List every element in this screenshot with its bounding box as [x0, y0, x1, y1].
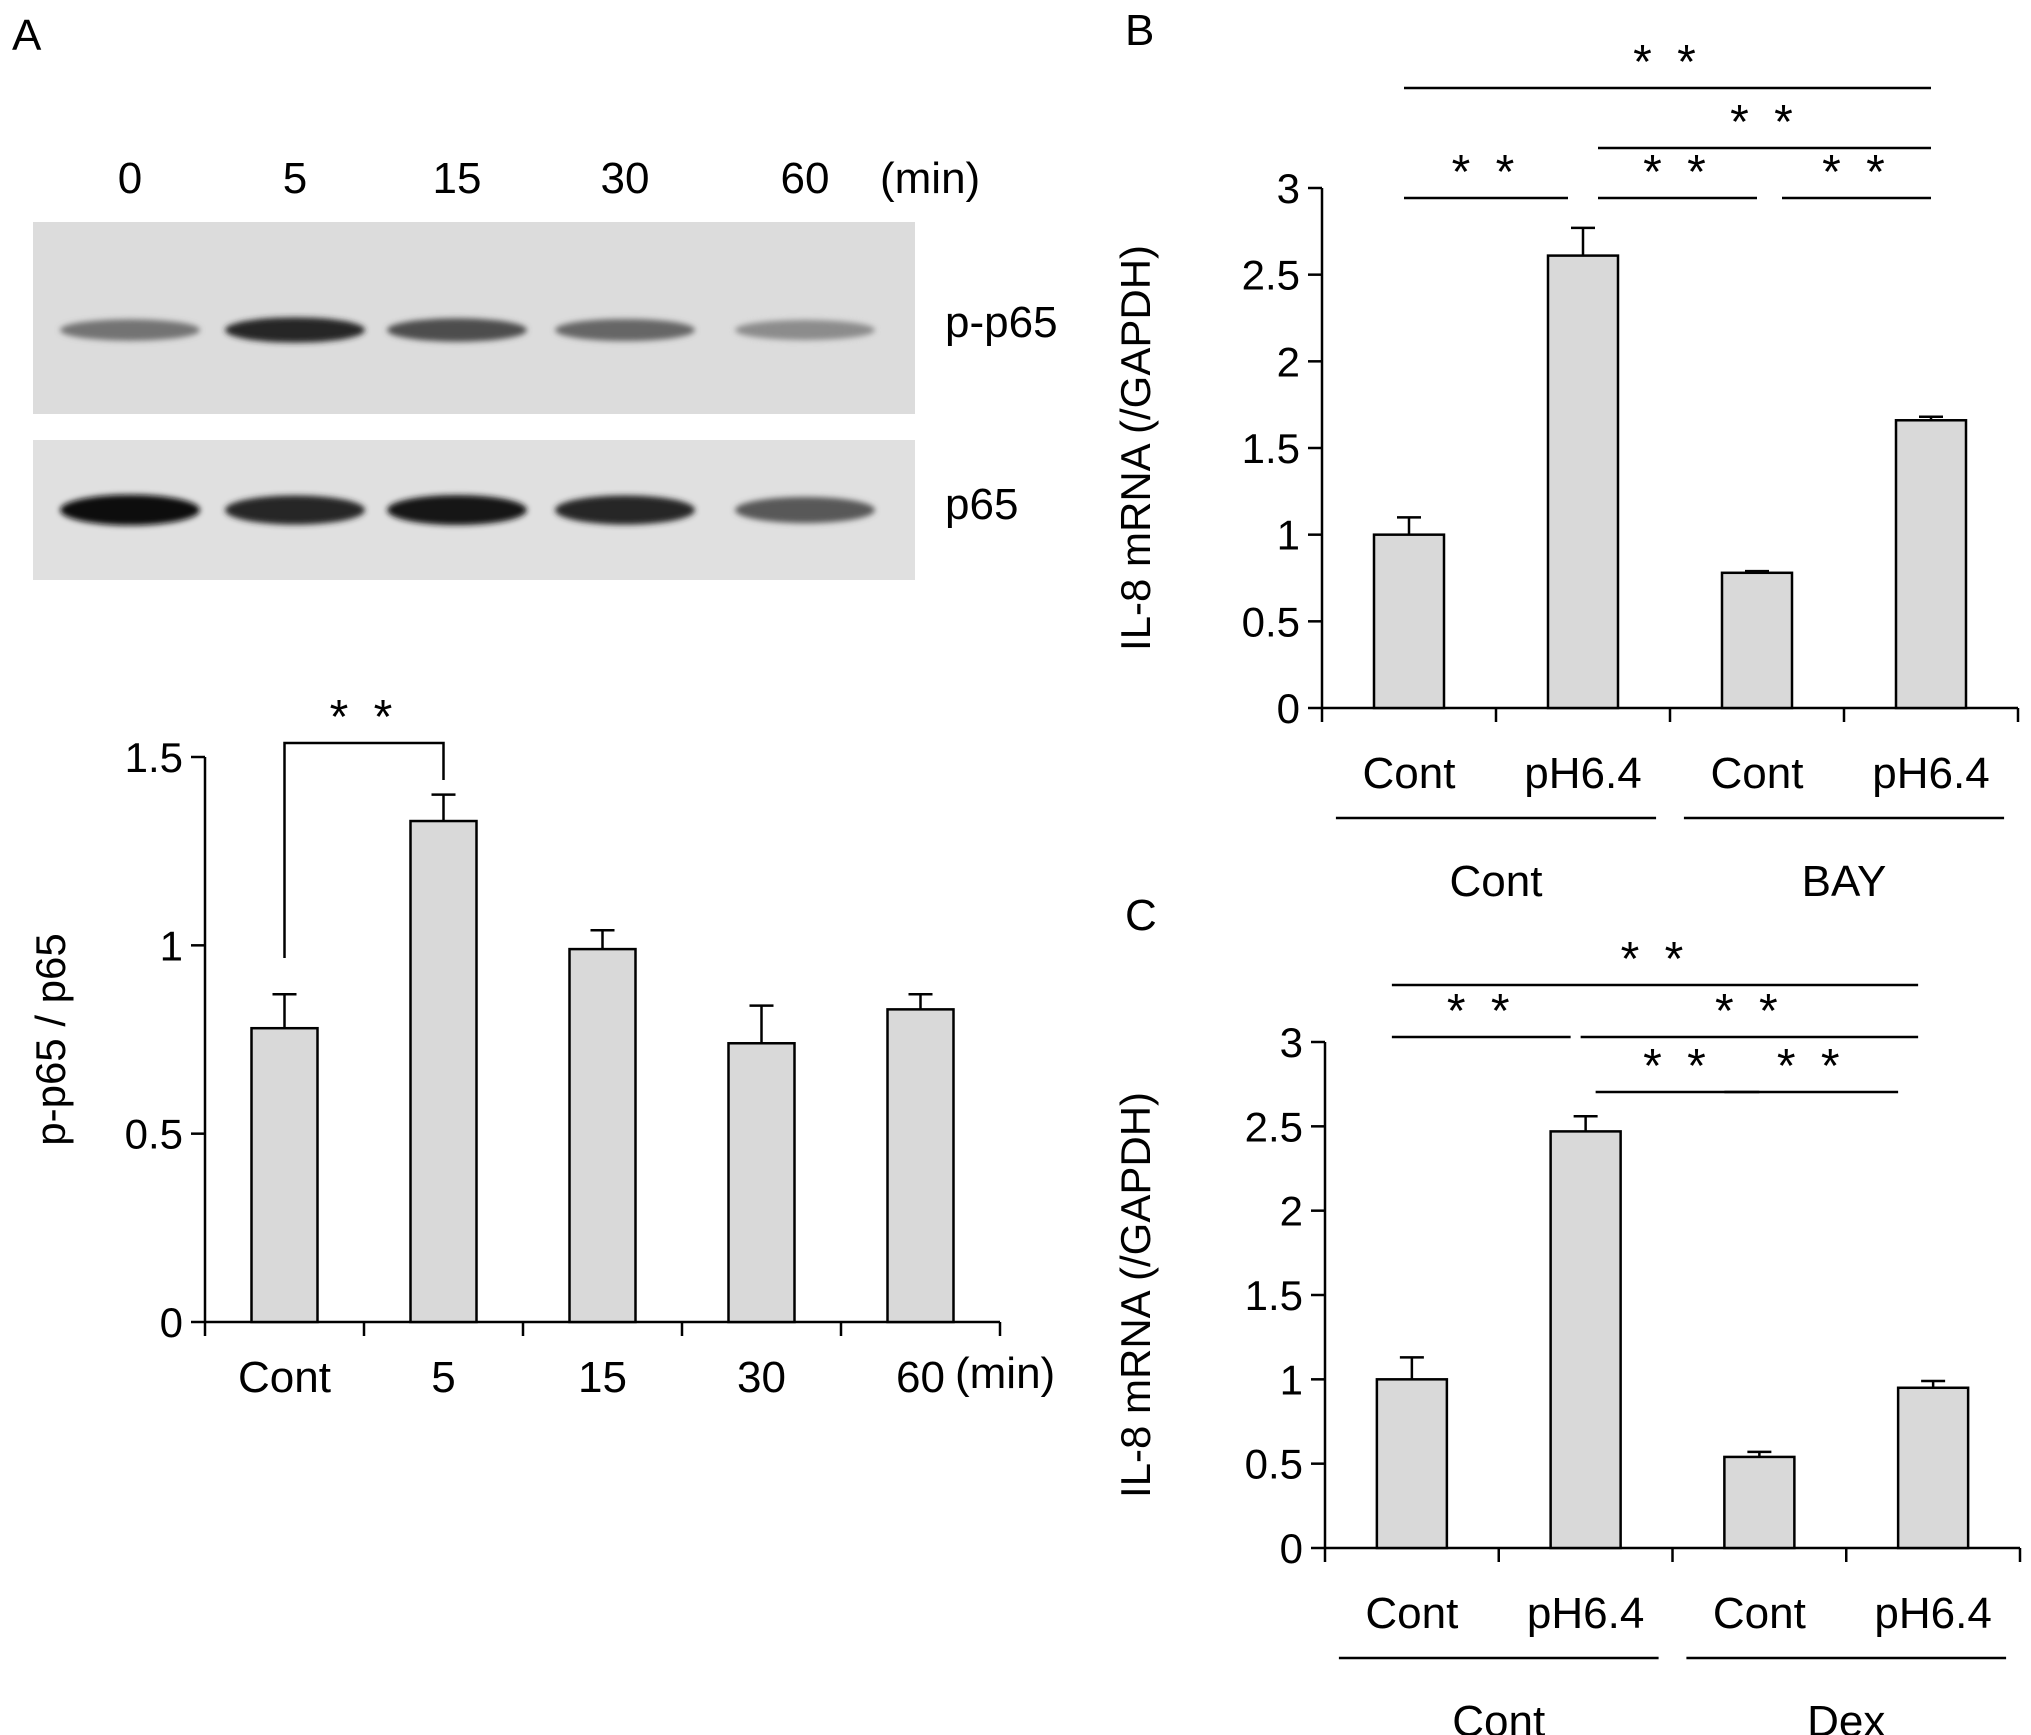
- y-tick-label: 2.5: [1242, 252, 1300, 299]
- significance-label: * *: [1633, 36, 1702, 89]
- x-unit-label: (min): [955, 1349, 1055, 1398]
- y-tick-label: 1: [1280, 1356, 1303, 1403]
- x-tick-label: Cont: [1713, 1589, 1806, 1638]
- panel-label-a: A: [12, 11, 42, 60]
- blot-band-p65: [735, 496, 875, 524]
- bar: [1894, 419, 1968, 710]
- x-tick-label: pH6.4: [1524, 749, 1641, 798]
- blot-band-p-p65: [225, 317, 365, 343]
- y-tick-label: 1.5: [125, 734, 183, 781]
- y-tick-label: 2: [1277, 338, 1300, 385]
- significance-label: * *: [1730, 96, 1799, 149]
- y-axis-title: IL-8 mRNA (/GAPDH): [1112, 1092, 1159, 1498]
- x-tick-label: Cont: [1363, 749, 1456, 798]
- y-tick-label: 1: [1277, 512, 1300, 559]
- bar: [1720, 571, 1794, 710]
- y-tick-label: 3: [1280, 1019, 1303, 1066]
- y-tick-label: 0: [1277, 685, 1300, 732]
- bar: [727, 1042, 796, 1324]
- bar: [886, 1008, 955, 1324]
- y-axis-title: IL-8 mRNA (/GAPDH): [1112, 245, 1159, 651]
- y-tick-label: 0.5: [125, 1111, 183, 1158]
- x-tick-label: Cont: [1711, 749, 1804, 798]
- chart-a: 0 0.5 1 1.5 p-p65 / p65 Cont 5 15 30 60 (min) * *: [27, 691, 1055, 1402]
- blot-time-label: 60: [781, 154, 830, 203]
- y-tick-label: 1.5: [1242, 425, 1300, 472]
- bar: [1372, 533, 1446, 710]
- blot-band-p65: [387, 495, 527, 525]
- significance-label: * *: [1643, 1040, 1712, 1093]
- significance-label: * *: [330, 691, 399, 744]
- panel-label-c: C: [1125, 891, 1157, 940]
- bar: [1723, 1455, 1796, 1550]
- group-label: BAY: [1802, 857, 1887, 906]
- significance-label: * *: [1643, 146, 1712, 199]
- blot-membrane-p-p65: [33, 222, 915, 414]
- significance-label: * *: [1822, 146, 1891, 199]
- group-label: Dex: [1807, 1697, 1885, 1735]
- y-tick-label: 2.5: [1245, 1103, 1303, 1150]
- bar: [1549, 1130, 1622, 1550]
- blot-band-p65: [60, 494, 200, 526]
- bar: [1896, 1386, 1970, 1550]
- group-label: Cont: [1452, 1697, 1545, 1735]
- chart-b: 0 0.5 1 1.5 2 2.5 3 IL-8 mRNA (/GAPDH) Cont pH6.4…: [1112, 36, 2020, 906]
- blot-time-unit: (min): [880, 154, 980, 203]
- chart-c: 0 0.5 1 1.5 2 2.5 3 IL-8 mRNA (/GAPDH) Cont pH6.4…: [1112, 933, 2022, 1735]
- blot-band-p65: [225, 495, 365, 525]
- y-tick-label: 3: [1277, 165, 1300, 212]
- y-axis-title: p-p65 / p65: [27, 933, 74, 1146]
- x-tick-label: Cont: [238, 1353, 331, 1402]
- bar: [568, 947, 637, 1324]
- x-tick-label: 5: [431, 1353, 455, 1402]
- y-tick-label: 0.5: [1245, 1441, 1303, 1488]
- significance-label: * *: [1777, 1040, 1846, 1093]
- y-tick-label: 2: [1280, 1188, 1303, 1235]
- blot-band-p-p65: [387, 318, 527, 342]
- significance-bracket: [283, 741, 445, 958]
- significance-label: * *: [1452, 146, 1521, 199]
- x-tick-label: pH6.4: [1527, 1589, 1644, 1638]
- y-tick-label: 0: [1280, 1525, 1303, 1572]
- y-tick-label: 0: [160, 1299, 183, 1346]
- y-tick-label: 0.5: [1242, 598, 1300, 645]
- x-tick-label: Cont: [1365, 1589, 1458, 1638]
- blot-band-p-p65: [735, 319, 875, 341]
- x-tick-label: 60: [896, 1353, 945, 1402]
- x-tick-label: 15: [578, 1353, 627, 1402]
- blot-time-labels: 0 5 15 30 60: [118, 154, 830, 203]
- significance-label: * *: [1621, 933, 1690, 986]
- blot-band-p-p65: [60, 319, 200, 341]
- y-tick-label: 1: [160, 922, 183, 969]
- blot-band-p-p65: [555, 318, 695, 342]
- panel-label-b: B: [1125, 6, 1154, 55]
- blot-time-label: 5: [283, 154, 307, 203]
- blot-bands: [60, 317, 875, 526]
- bar: [1546, 254, 1620, 710]
- blot-time-label: 0: [118, 154, 142, 203]
- blot-band-p65: [555, 495, 695, 525]
- western-blot: 0 5 15 30 60 (min) p-p65 p65: [33, 154, 1058, 580]
- group-label: Cont: [1450, 857, 1543, 906]
- x-tick-label: pH6.4: [1874, 1589, 1991, 1638]
- significance-label: * *: [1447, 985, 1516, 1038]
- x-tick-label: pH6.4: [1872, 749, 1989, 798]
- blot-time-label: 15: [433, 154, 482, 203]
- band-label-p65: p65: [945, 480, 1018, 529]
- y-tick-label: 1.5: [1245, 1272, 1303, 1319]
- band-label-p-p65: p-p65: [945, 298, 1058, 347]
- bar: [409, 819, 478, 1324]
- bar: [1375, 1378, 1449, 1550]
- blot-time-label: 30: [601, 154, 650, 203]
- x-tick-label: 30: [737, 1353, 786, 1402]
- significance-label: * *: [1715, 985, 1784, 1038]
- bar: [250, 1026, 319, 1324]
